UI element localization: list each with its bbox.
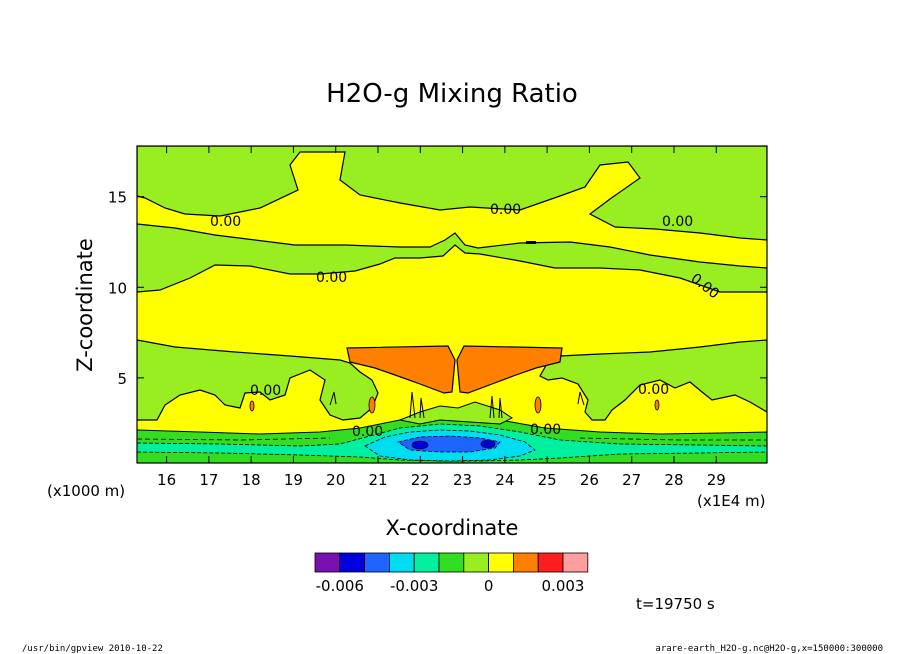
colorbar-swatch — [438, 552, 465, 573]
colorbar-swatch — [339, 552, 365, 573]
x-tick-label: 22 — [411, 471, 430, 489]
colorbar-swatch — [314, 552, 341, 573]
colorbar — [314, 552, 589, 573]
contour-label-2: 0.00 — [490, 202, 521, 218]
colorbar-swatch — [388, 552, 415, 573]
orange-cell-3 — [249, 400, 255, 412]
central-green-patch — [398, 401, 513, 425]
x-axis-label: X-coordinate — [386, 516, 519, 540]
contour-label-1: 0.00 — [210, 214, 241, 230]
x-unit-left: (x1000 m) — [47, 482, 125, 500]
plot-frame — [136, 145, 768, 464]
colorbar-tick-label: 0 — [484, 577, 494, 595]
colorbar-swatch — [537, 552, 564, 573]
x-tick-label: 29 — [707, 471, 726, 489]
y-tick-label: 10 — [108, 279, 127, 297]
orange-cell-1 — [368, 396, 376, 414]
contour-label-7: 0.00 — [638, 382, 669, 398]
lower-green-band-right — [539, 339, 767, 421]
colorbar-tick-label: -0.006 — [316, 577, 364, 595]
orange-cell-2 — [534, 396, 542, 414]
contour-labels: 0.00 0.00 0.00 0.00 0.00 0.00 0.00 0.00 … — [210, 202, 722, 440]
x-axis-ticks: 16 17 18 19 20 21 22 23 24 25 26 27 28 29 — [157, 146, 726, 489]
y-tick-label: 5 — [117, 370, 127, 388]
x-tick-label: 27 — [622, 471, 641, 489]
x-tick-label: 21 — [368, 471, 387, 489]
x-tick-label: 28 — [664, 471, 683, 489]
y-tick-label: 15 — [108, 189, 127, 207]
colorbar-swatch — [364, 552, 390, 573]
colorbar-swatch — [488, 552, 514, 573]
orange-cell-4 — [654, 399, 660, 411]
x-unit-right: (x1E4 m) — [697, 492, 766, 510]
upper-mid-green-band — [137, 223, 767, 293]
y-axis-ticks: 5 10 15 — [108, 189, 767, 388]
plot-area — [136, 145, 768, 464]
colorbar-swatch — [413, 552, 440, 573]
y-axis-label: Z-coordinate — [73, 238, 97, 372]
colorbar-swatch — [463, 552, 489, 573]
x-tick-label: 20 — [326, 471, 345, 489]
x-tick-label: 23 — [453, 471, 472, 489]
updraft-contours — [329, 391, 585, 419]
chart-title: H2O-g Mixing Ratio — [326, 79, 578, 109]
orange-anvil-left — [346, 345, 456, 394]
colorbar-swatch — [562, 552, 589, 573]
contour-label-4: 0.00 — [316, 270, 347, 286]
footer-right: arare-earth_H2O-g.nc@H2O-g,x=150000:3000… — [655, 644, 883, 654]
x-tick-label: 16 — [157, 471, 176, 489]
contour-label-9: 0.00 — [530, 422, 561, 438]
x-tick-label: 19 — [284, 471, 303, 489]
darkblue-spot-2 — [480, 439, 496, 449]
footer-left: /usr/bin/gpview 2010-10-22 — [22, 644, 163, 654]
x-tick-label: 25 — [538, 471, 557, 489]
contour-label-3: 0.00 — [662, 214, 693, 230]
colorbar-tick-labels: -0.006 -0.003 0 0.003 — [316, 577, 585, 595]
colorbar-tick-label: -0.003 — [390, 577, 438, 595]
colorbar-tick-label: 0.003 — [542, 577, 585, 595]
contour-label-6: 0.00 — [250, 383, 281, 399]
x-tick-label: 24 — [495, 471, 514, 489]
lower-green-band — [137, 339, 379, 421]
x-tick-label: 26 — [580, 471, 599, 489]
x-tick-label: 17 — [199, 471, 218, 489]
colorbar-swatch — [513, 552, 539, 573]
orange-anvil-right — [456, 345, 563, 394]
darkblue-spot-1 — [411, 440, 429, 450]
upper-green-band — [137, 146, 767, 241]
small-contour-mark — [526, 241, 536, 244]
dashed-contour — [137, 437, 767, 441]
x-tick-label: 18 — [242, 471, 261, 489]
time-label: t=19750 s — [636, 595, 715, 613]
contour-label-8: 0.00 — [352, 424, 383, 440]
